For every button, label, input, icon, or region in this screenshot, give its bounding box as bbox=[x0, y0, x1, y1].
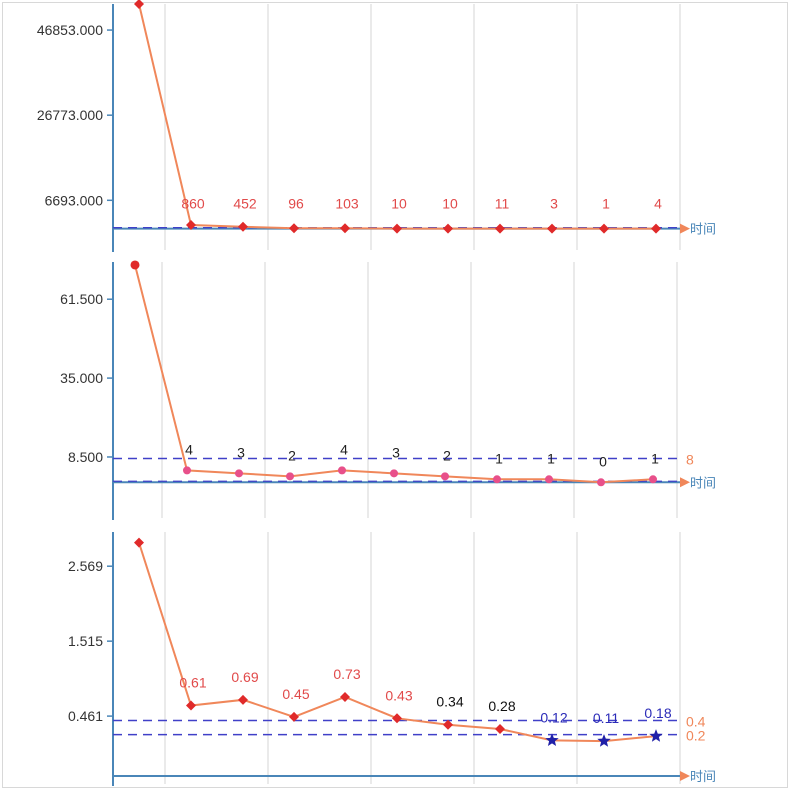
chart2-y-tick-label: 35.000 bbox=[60, 370, 103, 386]
chart1-data-point bbox=[134, 0, 144, 9]
chart2-data-point bbox=[545, 475, 553, 484]
chart3-data-label: 0.45 bbox=[282, 686, 309, 702]
chart2-data-label: 3 bbox=[237, 444, 245, 460]
chart3-data-label: 0.12 bbox=[540, 709, 567, 725]
chart1-x-axis-label: 时间 bbox=[690, 223, 716, 238]
chart1-y-tick-label: 26773.000 bbox=[37, 107, 103, 123]
chart1-data-label: 103 bbox=[335, 196, 359, 212]
chart1-data-point bbox=[547, 223, 557, 234]
chart2-y-tick-label: 8.500 bbox=[68, 449, 103, 465]
chart1-data-label: 1 bbox=[602, 196, 610, 212]
chart2-data-point bbox=[235, 469, 243, 478]
chart2-data-label: 4 bbox=[340, 441, 348, 457]
chart2-data-label: 1 bbox=[547, 450, 555, 466]
chart3-data-point-star-icon bbox=[649, 729, 663, 742]
chart1-data-point bbox=[495, 223, 505, 234]
chart1-data-point bbox=[443, 223, 453, 234]
chart3-data-point bbox=[392, 713, 402, 724]
chart1-data-point bbox=[186, 220, 196, 231]
chart-panel-2: 61.500 35.000 8.500 8 时间 4 3 2 4 3 2 1 1 0 1 bbox=[60, 260, 716, 520]
chart3-reference-label: 0.4 bbox=[686, 713, 706, 729]
chart1-data-label: 452 bbox=[233, 196, 257, 212]
chart1-data-point bbox=[392, 223, 402, 234]
chart1-y-tick-label: 6693.000 bbox=[45, 192, 104, 208]
chart3-data-label: 0.11 bbox=[593, 710, 619, 726]
chart3-data-label: 0.69 bbox=[231, 669, 258, 685]
chart2-data-label: 2 bbox=[288, 447, 296, 463]
chart-panel-3: 2.569 1.515 0.461 0.40.2 时间 0.61 0.69 0.45 0.73 0… bbox=[68, 532, 716, 786]
chart2-reference-label: 8 bbox=[686, 451, 694, 467]
chart2-data-label: 0 bbox=[599, 453, 607, 469]
chart3-data-label: 0.34 bbox=[436, 694, 463, 710]
chart2-data-point bbox=[493, 475, 501, 484]
chart3-x-axis-label: 时间 bbox=[690, 770, 716, 785]
chart2-data-point bbox=[286, 472, 294, 481]
chart1-data-label: 10 bbox=[391, 196, 407, 212]
chart3-data-point-star-icon bbox=[545, 733, 559, 746]
chart3-data-point-star-icon bbox=[597, 734, 611, 747]
chart2-data-point bbox=[183, 466, 191, 475]
chart2-data-point bbox=[597, 478, 605, 487]
chart3-data-label: 0.73 bbox=[333, 666, 360, 682]
chart3-y-tick-label: 2.569 bbox=[68, 558, 103, 574]
chart1-data-label: 11 bbox=[495, 196, 510, 212]
chart2-data-point bbox=[390, 469, 398, 478]
chart3-data-point bbox=[289, 711, 299, 722]
chart2-data-label: 3 bbox=[392, 444, 400, 460]
chart2-data-label: 1 bbox=[651, 450, 659, 466]
chart1-data-point bbox=[340, 223, 350, 234]
chart2-y-tick-label: 61.500 bbox=[60, 291, 103, 307]
chart3-y-tick-label: 0.461 bbox=[68, 708, 103, 724]
chart2-data-label: 4 bbox=[185, 441, 193, 457]
chart3-data-point bbox=[186, 700, 196, 711]
chart1-data-point bbox=[599, 223, 609, 234]
chart1-data-label: 96 bbox=[288, 196, 304, 212]
chart3-data-point bbox=[443, 719, 453, 730]
chart3-data-label: 0.18 bbox=[644, 705, 671, 721]
chart2-data-point bbox=[649, 475, 657, 484]
chart1-data-point bbox=[651, 223, 661, 234]
chart3-data-label: 0.28 bbox=[488, 698, 515, 714]
chart3-data-point bbox=[340, 691, 350, 702]
chart1-data-label: 10 bbox=[442, 196, 458, 212]
chart3-y-tick-label: 1.515 bbox=[68, 633, 103, 649]
chart3-series-line bbox=[138, 542, 657, 743]
chart2-data-point bbox=[130, 260, 140, 270]
chart3-data-label: 0.43 bbox=[385, 687, 412, 703]
chart2-data-label: 2 bbox=[443, 447, 451, 463]
chart1-data-point bbox=[238, 221, 248, 232]
chart3-data-point bbox=[134, 537, 144, 548]
chart2-data-label: 1 bbox=[495, 450, 503, 466]
chart3-x-axis-arrow-icon bbox=[680, 771, 690, 781]
chart1-x-axis-arrow-icon bbox=[680, 223, 690, 234]
chart2-data-point bbox=[338, 466, 346, 475]
chart1-data-label: 4 bbox=[654, 196, 662, 212]
chart2-x-axis-label: 时间 bbox=[690, 476, 716, 491]
chart1-data-label: 860 bbox=[181, 196, 205, 212]
chart3-data-label: 0.61 bbox=[179, 675, 206, 691]
chart2-x-axis-arrow-icon bbox=[680, 477, 690, 488]
chart1-data-label: 3 bbox=[550, 196, 558, 212]
chart1-y-tick-label: 46853.000 bbox=[37, 22, 103, 38]
chart3-data-point bbox=[238, 694, 248, 705]
chart3-data-point bbox=[495, 723, 505, 734]
chart3-reference-label: 0.2 bbox=[686, 728, 706, 744]
chart2-data-point bbox=[441, 472, 449, 481]
chart1-data-point bbox=[289, 223, 299, 234]
